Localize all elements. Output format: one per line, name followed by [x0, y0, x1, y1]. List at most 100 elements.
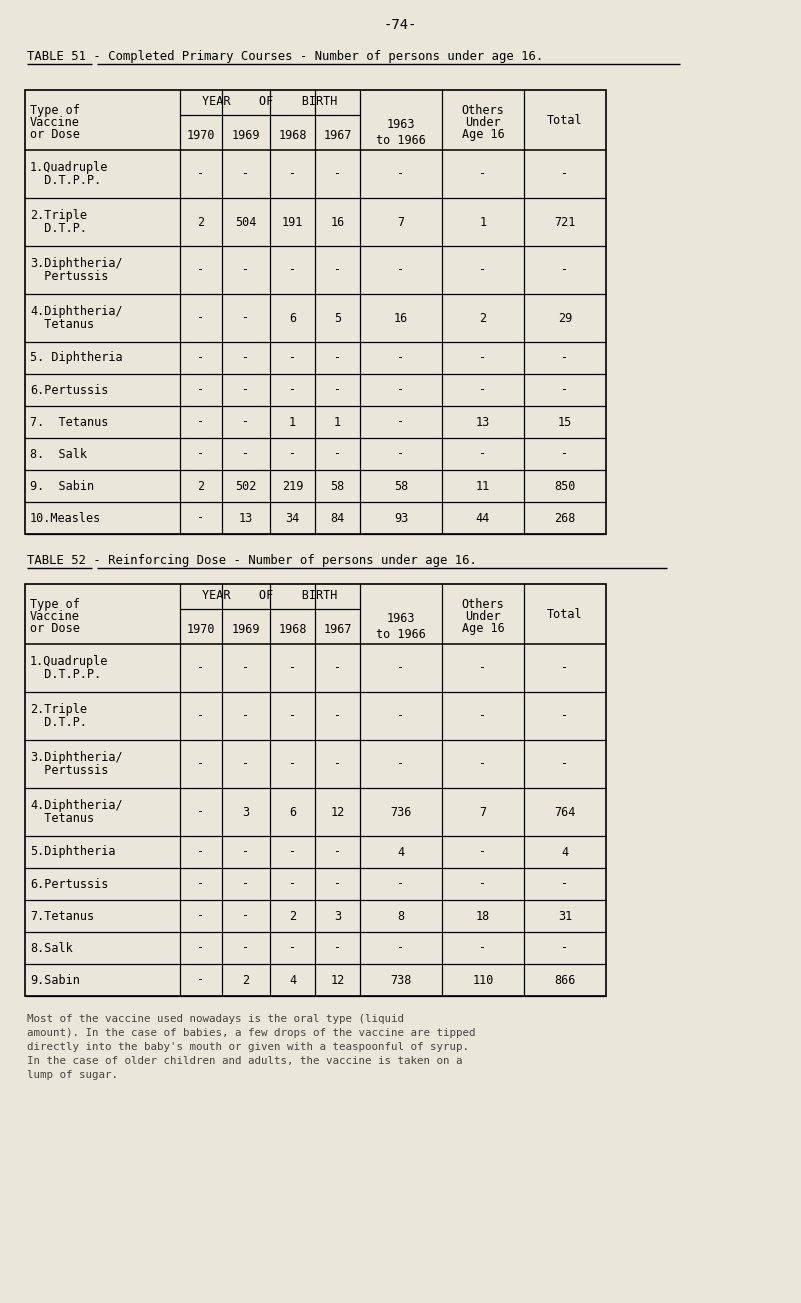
Text: Vaccine: Vaccine	[30, 610, 80, 623]
Text: -: -	[334, 662, 341, 675]
Text: -: -	[243, 877, 250, 890]
Text: -: -	[397, 757, 405, 770]
Text: 4: 4	[562, 846, 569, 859]
Text: -: -	[243, 710, 250, 722]
Text: 191: 191	[282, 215, 304, 228]
Text: -: -	[243, 662, 250, 675]
Text: 58: 58	[330, 480, 344, 493]
Text: 219: 219	[282, 480, 304, 493]
Text: 1969: 1969	[231, 623, 260, 636]
Text: Pertussis: Pertussis	[30, 270, 108, 283]
Text: 1963
to 1966: 1963 to 1966	[376, 612, 426, 641]
Text: -: -	[243, 311, 250, 324]
Text: 44: 44	[476, 512, 490, 525]
Text: -: -	[243, 846, 250, 859]
Text: -: -	[562, 877, 569, 890]
Text: Type of: Type of	[30, 104, 80, 117]
Text: -: -	[480, 383, 486, 396]
Text: 738: 738	[390, 973, 412, 986]
Text: -: -	[197, 757, 204, 770]
Text: -: -	[289, 846, 296, 859]
Text: 7.  Tetanus: 7. Tetanus	[30, 416, 108, 429]
Text: Others: Others	[461, 598, 505, 611]
Text: -: -	[397, 383, 405, 396]
Text: 3: 3	[334, 909, 341, 923]
Text: Most of the vaccine used nowadays is the oral type (liquid
amount). In the case : Most of the vaccine used nowadays is the…	[27, 1014, 476, 1080]
Text: 850: 850	[554, 480, 576, 493]
Text: -: -	[197, 877, 204, 890]
Text: TABLE 52 - Reinforcing Dose - Number of persons under age 16.: TABLE 52 - Reinforcing Dose - Number of …	[27, 554, 477, 567]
Text: -: -	[334, 710, 341, 722]
Text: 7: 7	[397, 215, 405, 228]
Text: 504: 504	[235, 215, 256, 228]
Text: -: -	[397, 416, 405, 429]
Text: 502: 502	[235, 480, 256, 493]
Text: 1.Quadruple: 1.Quadruple	[30, 162, 108, 175]
Text: 58: 58	[394, 480, 409, 493]
Text: 4: 4	[397, 846, 405, 859]
Text: 6: 6	[289, 805, 296, 818]
Text: 2.Triple: 2.Triple	[30, 704, 87, 717]
Text: Type of: Type of	[30, 598, 80, 611]
Text: -: -	[197, 662, 204, 675]
Text: 866: 866	[554, 973, 576, 986]
Text: TABLE 51 - Completed Primary Courses - Number of persons under age 16.: TABLE 51 - Completed Primary Courses - N…	[27, 50, 543, 63]
Text: -: -	[334, 352, 341, 365]
Text: 16: 16	[394, 311, 409, 324]
Text: Age 16: Age 16	[461, 622, 505, 635]
Text: -: -	[397, 662, 405, 675]
Text: -: -	[562, 168, 569, 181]
Text: -: -	[197, 512, 204, 525]
Text: D.T.P.: D.T.P.	[30, 715, 87, 728]
Text: D.T.P.P.: D.T.P.P.	[30, 667, 101, 680]
Text: -: -	[289, 383, 296, 396]
Text: Under: Under	[465, 610, 501, 623]
Text: Age 16: Age 16	[461, 128, 505, 141]
Text: 1: 1	[334, 416, 341, 429]
Text: 4.Diphtheria/: 4.Diphtheria/	[30, 800, 123, 813]
Text: 16: 16	[330, 215, 344, 228]
Text: 1.Quadruple: 1.Quadruple	[30, 655, 108, 668]
Text: 2: 2	[289, 909, 296, 923]
Text: -: -	[197, 447, 204, 460]
Text: 1967: 1967	[324, 129, 352, 142]
Text: -: -	[480, 168, 486, 181]
Text: 9.  Sabin: 9. Sabin	[30, 480, 95, 493]
Text: -: -	[562, 352, 569, 365]
Text: 2: 2	[243, 973, 250, 986]
Text: -: -	[397, 710, 405, 722]
Text: -: -	[243, 416, 250, 429]
Text: -: -	[480, 662, 486, 675]
Text: 12: 12	[330, 973, 344, 986]
Text: Others: Others	[461, 104, 505, 117]
Text: 1970: 1970	[187, 129, 215, 142]
Text: -: -	[397, 447, 405, 460]
Text: 8.  Salk: 8. Salk	[30, 447, 87, 460]
Text: 15: 15	[557, 416, 572, 429]
Text: -: -	[197, 942, 204, 955]
Text: or Dose: or Dose	[30, 128, 80, 141]
Text: 7: 7	[480, 805, 486, 818]
Text: 1: 1	[289, 416, 296, 429]
Text: 5. Diphtheria: 5. Diphtheria	[30, 352, 123, 365]
Text: -: -	[289, 352, 296, 365]
Text: 9.Sabin: 9.Sabin	[30, 973, 80, 986]
Text: 4: 4	[289, 973, 296, 986]
Text: 1967: 1967	[324, 623, 352, 636]
Text: -: -	[397, 877, 405, 890]
Text: -: -	[334, 846, 341, 859]
Text: -: -	[334, 757, 341, 770]
Text: 1970: 1970	[187, 623, 215, 636]
Text: -: -	[243, 447, 250, 460]
Text: Tetanus: Tetanus	[30, 812, 95, 825]
Text: 84: 84	[330, 512, 344, 525]
Text: 736: 736	[390, 805, 412, 818]
Text: -: -	[197, 710, 204, 722]
Text: -: -	[562, 447, 569, 460]
Text: YEAR    OF    BIRTH: YEAR OF BIRTH	[203, 95, 338, 108]
Text: Total: Total	[547, 113, 583, 126]
Text: 2: 2	[197, 215, 204, 228]
Text: 93: 93	[394, 512, 409, 525]
Text: 5: 5	[334, 311, 341, 324]
Text: -: -	[197, 168, 204, 181]
